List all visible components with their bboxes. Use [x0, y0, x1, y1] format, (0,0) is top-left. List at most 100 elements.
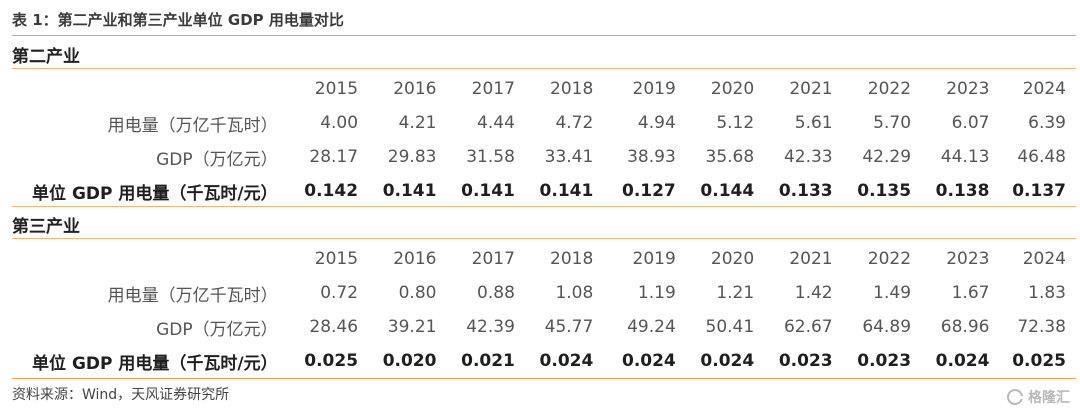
value-cell: 1.83 [1028, 283, 1066, 303]
value-cell: 46.48 [1017, 147, 1066, 167]
value-cell: 0.023 [857, 351, 912, 371]
year-header-blank [0, 72, 294, 106]
year-cell: 2024 [1022, 79, 1066, 99]
year-cell: 2016 [393, 79, 437, 99]
value-cell: 1.21 [716, 283, 755, 303]
year-cell: 2023 [946, 249, 990, 269]
row-label: 单位 GDP 用电量（千瓦时/元） [32, 183, 278, 204]
value-cell: 42.29 [862, 147, 912, 167]
value-cell: 28.17 [309, 147, 359, 167]
value-cell: 35.68 [705, 147, 755, 167]
value-cell: 0.141 [461, 181, 515, 201]
value-cell: 6.39 [1028, 113, 1066, 133]
value-cell: 1.49 [873, 283, 912, 303]
value-cell: 0.88 [477, 283, 515, 303]
value-cell: 68.96 [940, 317, 990, 337]
year-cell: 2019 [632, 79, 676, 99]
year-cell: 2021 [789, 249, 833, 269]
value-cell: 0.137 [1012, 181, 1066, 201]
value-cell: 0.135 [857, 181, 912, 201]
value-cell: 4.44 [477, 113, 515, 133]
value-cell: 38.93 [627, 147, 676, 167]
year-cell: 2022 [867, 79, 912, 99]
value-cell: 0.142 [304, 181, 359, 201]
value-cell: 0.024 [539, 351, 594, 371]
value-cell: 5.61 [794, 113, 833, 133]
value-cell: 62.67 [783, 317, 833, 337]
value-cell: 0.133 [778, 181, 833, 201]
value-cell: 0.127 [621, 181, 676, 201]
gdp-row: GDP（万亿元） 28.46 39.21 42.39 45.77 49.24 5… [0, 310, 1080, 344]
row-label: 单位 GDP 用电量（千瓦时/元） [32, 353, 278, 374]
value-cell: 0.138 [935, 181, 990, 201]
value-cell: 33.41 [544, 147, 594, 167]
value-cell: 0.024 [621, 351, 676, 371]
year-cell: 2018 [550, 249, 594, 269]
value-cell: 0.144 [700, 181, 755, 201]
year-header-blank [0, 242, 294, 276]
section-divider [12, 238, 1076, 239]
year-cell: 2015 [314, 79, 359, 99]
year-cell: 2017 [471, 249, 515, 269]
year-cell: 2023 [946, 79, 990, 99]
row-label: 用电量（万亿千瓦时） [107, 285, 278, 306]
year-cell: 2018 [550, 79, 594, 99]
secondary-industry-table: 2015 2016 2017 2018 2019 2020 2021 2022 … [0, 72, 1080, 208]
value-cell: 0.021 [461, 351, 515, 371]
section-divider [12, 206, 1076, 207]
row-label: 用电量（万亿千瓦时） [107, 115, 278, 136]
section-title-tertiary-industry: 第三产业 [12, 217, 80, 237]
row-label: GDP（万亿元） [156, 319, 278, 340]
year-header-row: 2015 2016 2017 2018 2019 2020 2021 2022 … [0, 72, 1080, 106]
value-cell: 50.41 [705, 317, 755, 337]
value-cell: 44.13 [940, 147, 990, 167]
value-cell: 0.024 [700, 351, 755, 371]
section-title-secondary-industry: 第二产业 [12, 47, 80, 67]
value-cell: 45.77 [544, 317, 594, 337]
value-cell: 72.38 [1017, 317, 1066, 337]
value-cell: 4.94 [637, 113, 676, 133]
value-cell: 4.72 [555, 113, 594, 133]
year-cell: 2021 [789, 79, 833, 99]
year-cell: 2022 [867, 249, 912, 269]
value-cell: 5.70 [873, 113, 912, 133]
value-cell: 6.07 [951, 113, 990, 133]
value-cell: 4.21 [398, 113, 437, 133]
value-cell: 28.46 [309, 317, 359, 337]
value-cell: 0.141 [539, 181, 594, 201]
source-note: 资料来源：Wind，天风证券研究所 [12, 387, 230, 403]
electricity-row: 用电量（万亿千瓦时） 4.00 4.21 4.44 4.72 4.94 5.12… [0, 106, 1080, 140]
value-cell: 0.141 [382, 181, 437, 201]
value-cell: 0.024 [935, 351, 990, 371]
value-cell: 31.58 [466, 147, 515, 167]
year-cell: 2017 [471, 79, 515, 99]
value-cell: 1.08 [555, 283, 594, 303]
value-cell: 0.020 [382, 351, 437, 371]
value-cell: 0.80 [398, 283, 437, 303]
value-cell: 0.023 [778, 351, 833, 371]
year-cell: 2015 [314, 249, 359, 269]
watermark-text: 格隆汇 [1028, 390, 1070, 406]
value-cell: 64.89 [862, 317, 912, 337]
value-cell: 49.24 [627, 317, 676, 337]
year-cell: 2019 [632, 249, 676, 269]
value-cell: 0.025 [304, 351, 359, 371]
value-cell: 1.19 [637, 283, 676, 303]
section-divider [12, 68, 1076, 69]
title-divider [12, 35, 1076, 36]
value-cell: 4.00 [320, 113, 359, 133]
watermark: 格隆汇 [1007, 387, 1070, 407]
year-cell: 2020 [710, 79, 755, 99]
year-cell: 2020 [710, 249, 755, 269]
value-cell: 42.33 [783, 147, 833, 167]
unit-consumption-row: 单位 GDP 用电量（千瓦时/元） 0.142 0.141 0.141 0.14… [0, 174, 1080, 208]
value-cell: 42.39 [466, 317, 515, 337]
value-cell: 5.12 [716, 113, 755, 133]
value-cell: 1.67 [951, 283, 990, 303]
tertiary-industry-table: 2015 2016 2017 2018 2019 2020 2021 2022 … [0, 242, 1080, 378]
row-label: GDP（万亿元） [156, 149, 278, 170]
unit-consumption-row: 单位 GDP 用电量（千瓦时/元） 0.025 0.020 0.021 0.02… [0, 344, 1080, 378]
value-cell: 0.025 [1012, 351, 1066, 371]
year-cell: 2016 [393, 249, 437, 269]
electricity-row: 用电量（万亿千瓦时） 0.72 0.80 0.88 1.08 1.19 1.21… [0, 276, 1080, 310]
